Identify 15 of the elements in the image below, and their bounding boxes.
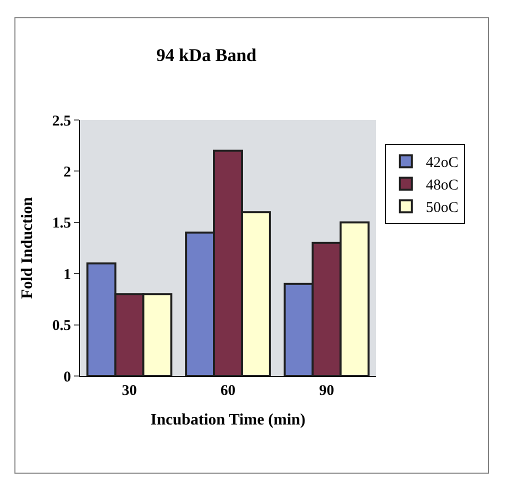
y-tick-label: 2.5 — [52, 113, 71, 130]
legend-label: 50oC — [426, 200, 458, 216]
x-tick-label: 90 — [319, 383, 334, 399]
chart-title: 94 kDa Band — [156, 45, 256, 66]
x-tick-label: 60 — [220, 383, 236, 399]
y-tick-label: 2 — [64, 164, 71, 180]
legend-label: 42oC — [426, 155, 458, 172]
y-tick-label: 1.5 — [52, 216, 71, 232]
legend-label: 48oC — [426, 178, 458, 194]
x-tick-label: 30 — [122, 383, 137, 399]
x-axis-title: Incubation Time (min) — [150, 412, 306, 429]
y-tick-label: 0 — [64, 369, 71, 386]
y-tick-label: 0.5 — [52, 318, 71, 334]
y-axis-title: Fold Induction — [19, 196, 36, 299]
y-tick-label: 1 — [64, 266, 71, 283]
